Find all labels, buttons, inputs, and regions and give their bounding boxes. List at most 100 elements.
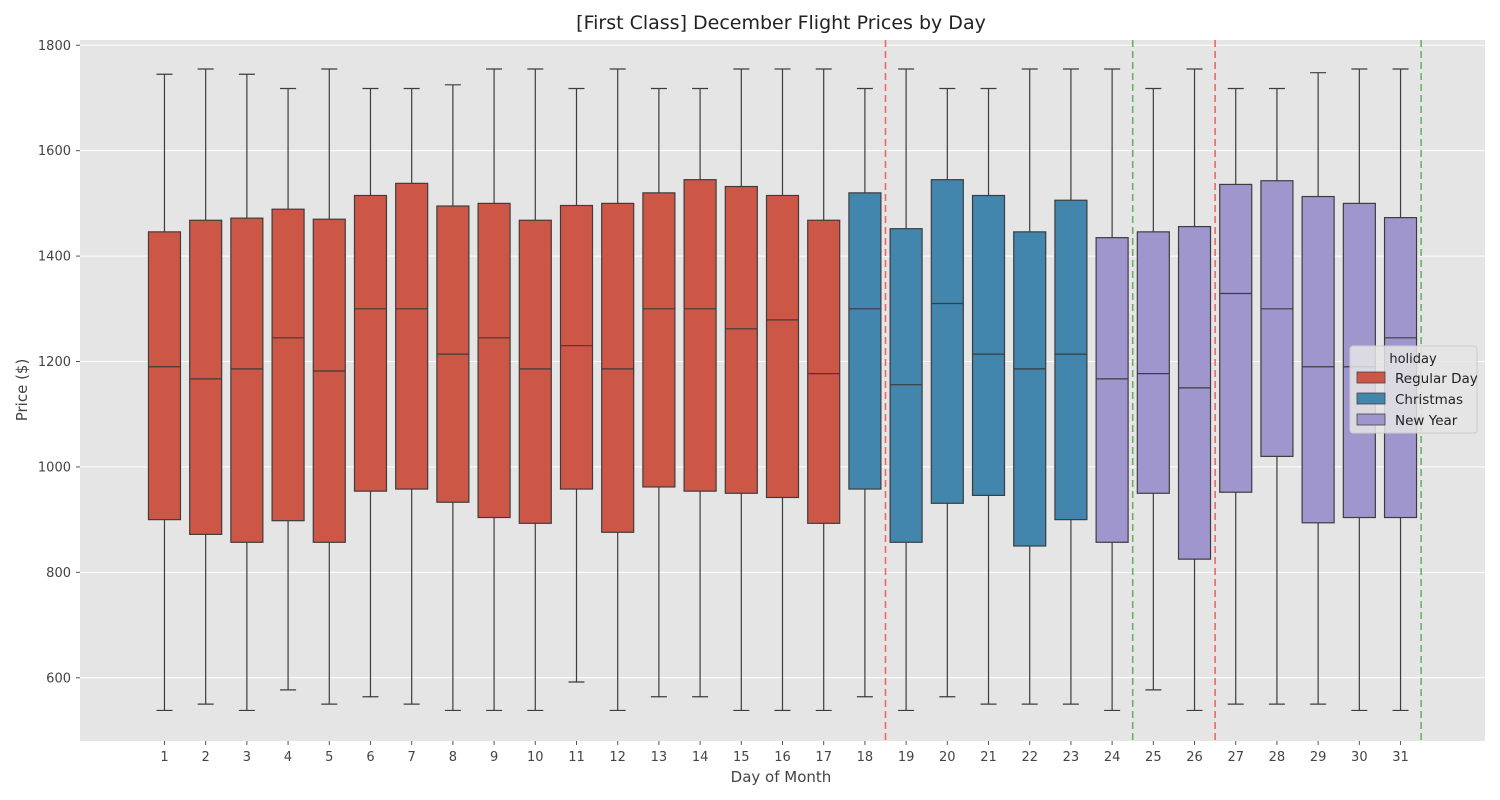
box-day-9 (477, 68, 511, 712)
box-day-13 (642, 87, 676, 698)
iqr-box (518, 219, 552, 524)
iqr-box (930, 179, 964, 504)
iqr-box (271, 208, 305, 522)
y-tick-label: 600 (46, 671, 71, 686)
legend-label-regular-day: Regular Day (1395, 371, 1478, 387)
x-tick-label: 3 (243, 750, 251, 765)
box-day-22 (1013, 68, 1047, 705)
box-day-25 (1136, 87, 1170, 691)
y-tick-label: 1400 (38, 250, 71, 265)
iqr-box (1301, 195, 1335, 524)
x-tick-label: 25 (1145, 750, 1162, 765)
y-tick-labels: 600 800 1000 1200 1400 1600 1800 (38, 39, 80, 686)
x-tick-label: 5 (325, 750, 333, 765)
y-tick-label: 1800 (38, 39, 71, 54)
legend-swatch-new-year (1356, 413, 1386, 426)
iqr-box (848, 192, 882, 490)
legend-frame (1349, 345, 1478, 434)
x-tick-label: 10 (527, 750, 544, 765)
box-day-20 (930, 87, 964, 698)
box-series (147, 68, 1418, 712)
iqr-box (889, 228, 923, 543)
x-tick-label: 31 (1392, 750, 1409, 765)
iqr-box (147, 231, 182, 521)
iqr-box (230, 217, 264, 543)
box-day-14 (683, 87, 717, 698)
box-day-4 (271, 87, 305, 691)
x-tick-label: 6 (366, 750, 374, 765)
iqr-box (724, 185, 758, 494)
y-tick-label: 1600 (38, 144, 71, 159)
box-day-2 (189, 68, 223, 705)
x-tick-label: 19 (898, 750, 915, 765)
x-tick-label: 16 (774, 750, 791, 765)
x-tick-label: 27 (1227, 750, 1244, 765)
iqr-box (971, 194, 1006, 496)
box-day-3 (230, 73, 264, 712)
box-day-26 (1177, 68, 1212, 712)
box-day-29 (1301, 72, 1335, 705)
x-tick-label: 15 (733, 750, 750, 765)
legend-swatch-christmas (1356, 392, 1386, 405)
legend-title: holiday (1389, 352, 1437, 367)
y-tick-label: 1200 (38, 355, 71, 370)
box-day-19 (889, 68, 923, 712)
y-tick-label: 1000 (38, 460, 71, 475)
box-day-6 (353, 87, 388, 698)
x-tick-label: 11 (568, 750, 585, 765)
box-day-11 (559, 87, 594, 683)
iqr-box (1095, 237, 1129, 543)
x-tick-labels: 1 2 3 4 5 6 7 8 9 10 11 12 13 14 15 16 17 18 19 20 21 22 23 24 2… (160, 741, 1409, 765)
legend-label-christmas: Christmas (1395, 392, 1463, 408)
box-day-7 (395, 87, 429, 705)
x-tick-label: 2 (202, 750, 210, 765)
iqr-box (683, 179, 717, 492)
y-axis-title: Price ($) (13, 359, 31, 422)
iqr-box (477, 202, 511, 519)
x-tick-label: 23 (1063, 750, 1080, 765)
x-tick-label: 4 (284, 750, 292, 765)
box-day-8 (436, 84, 470, 712)
x-tick-label: 30 (1351, 750, 1368, 765)
box-day-16 (765, 68, 800, 712)
x-tick-label: 14 (692, 750, 709, 765)
x-tick-label: 17 (815, 750, 832, 765)
x-tick-label: 1 (160, 750, 168, 765)
box-day-28 (1260, 87, 1294, 705)
box-day-21 (971, 87, 1006, 705)
legend-label-new-year: New Year (1395, 413, 1458, 429)
iqr-box (312, 218, 346, 543)
box-day-1 (147, 73, 182, 712)
iqr-box (1219, 183, 1253, 493)
box-day-24 (1095, 68, 1129, 712)
x-tick-label: 7 (408, 750, 416, 765)
x-tick-label: 12 (609, 750, 626, 765)
legend-swatch-regular-day (1356, 371, 1386, 384)
y-tick-label: 800 (46, 566, 71, 581)
x-tick-label: 24 (1104, 750, 1121, 765)
iqr-box (189, 219, 223, 535)
x-axis-title: Day of Month (731, 768, 832, 786)
box-day-23 (1054, 68, 1088, 705)
x-tick-label: 18 (857, 750, 874, 765)
iqr-box (353, 194, 388, 492)
iqr-box (807, 219, 841, 524)
iqr-box (1260, 180, 1294, 457)
x-tick-label: 9 (490, 750, 498, 765)
box-day-10 (518, 68, 552, 712)
box-day-5 (312, 68, 346, 705)
box-day-12 (601, 68, 635, 712)
iqr-box (601, 202, 635, 533)
x-tick-label: 26 (1186, 750, 1203, 765)
x-tick-label: 28 (1269, 750, 1286, 765)
iqr-box (1054, 199, 1088, 521)
x-tick-label: 29 (1310, 750, 1327, 765)
x-tick-label: 21 (980, 750, 997, 765)
box-day-18 (848, 87, 882, 698)
legend: holiday Regular Day Christmas New Year (1349, 345, 1478, 434)
iqr-box (642, 192, 676, 488)
x-tick-label: 13 (651, 750, 668, 765)
x-tick-label: 22 (1021, 750, 1038, 765)
iqr-box (765, 194, 800, 499)
